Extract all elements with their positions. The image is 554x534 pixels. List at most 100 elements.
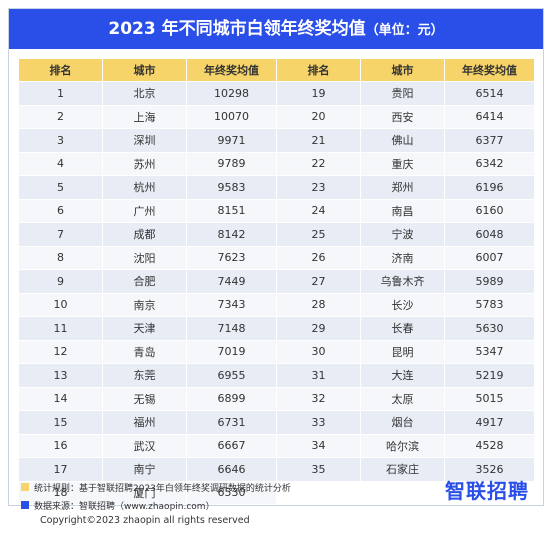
cell-city-right: 宁波 <box>360 222 445 247</box>
cell-city-right: 昆明 <box>360 339 445 364</box>
table-row: 1 北京 10298 19 贵阳 6514 <box>18 81 535 106</box>
notes: 统计规则：基于智联招聘2023年白领年终奖调研数据的统计分析 数据来源：智联招聘… <box>21 478 291 514</box>
cell-city-right: 西安 <box>360 104 445 129</box>
cell-city-left: 杭州 <box>102 175 187 200</box>
cell-value-left: 10070 <box>186 104 277 129</box>
cell-value-right: 5015 <box>444 386 535 411</box>
note-source-text: 数据来源：智联招聘（www.zhaopin.com） <box>34 501 215 512</box>
table-row: 8 沈阳 7623 26 济南 6007 <box>18 245 535 270</box>
cell-rank-right: 20 <box>276 104 361 129</box>
table-body: 1 北京 10298 19 贵阳 6514 2 上海 10070 20 西安 6414 3 深圳 9971 2… <box>18 81 535 505</box>
cell-rank-right: 33 <box>276 410 361 435</box>
infographic-frame: 2023 年不同城市白领年终奖均值（单位：元） 排名 城市 年终奖均值 排名 城… <box>8 8 544 512</box>
cell-city-right: 哈尔滨 <box>360 433 445 458</box>
cell-value-right: 6514 <box>444 81 535 106</box>
cell-value-left: 7623 <box>186 245 277 270</box>
cell-rank-right: 31 <box>276 363 361 388</box>
cell-value-left: 8142 <box>186 222 277 247</box>
cell-rank-left: 18 <box>18 480 103 505</box>
header-city-right: 城市 <box>360 58 445 82</box>
cell-value-right: 6377 <box>444 128 535 153</box>
cell-value-right: 5989 <box>444 269 535 294</box>
cell-city-right: 石家庄 <box>360 457 445 482</box>
cell-city-right: 长春 <box>360 316 445 341</box>
cell-rank-right: 23 <box>276 175 361 200</box>
cell-rank-left: 3 <box>18 128 103 153</box>
table-row: 10 南京 7343 28 长沙 5783 <box>18 292 535 317</box>
table-row: 9 合肥 7449 27 乌鲁木齐 5989 <box>18 269 535 294</box>
cell-rank-left: 16 <box>18 433 103 458</box>
cell-city-left: 东莞 <box>102 363 187 388</box>
cell-city-left: 北京 <box>102 81 187 106</box>
header-rank-right: 排名 <box>276 58 361 82</box>
cell-city-right: 长沙 <box>360 292 445 317</box>
cell-rank-left: 11 <box>18 316 103 341</box>
cell-city-right: 济南 <box>360 245 445 270</box>
table-row: 18 厦门 6530 <box>18 480 535 505</box>
cell-rank-left: 1 <box>18 81 103 106</box>
cell-value-right: 3526 <box>444 457 535 482</box>
cell-city-right: 大连 <box>360 363 445 388</box>
cell-rank-left: 17 <box>18 457 103 482</box>
cell-city-right: 贵阳 <box>360 81 445 106</box>
cell-rank-left: 10 <box>18 292 103 317</box>
table-row: 15 福州 6731 33 烟台 4917 <box>18 410 535 435</box>
ranking-table: 排名 城市 年终奖均值 排名 城市 年终奖均值 1 北京 10298 19 贵阳 6514… <box>18 58 535 505</box>
cell-value-right: 4917 <box>444 410 535 435</box>
cell-value-right: 5219 <box>444 363 535 388</box>
table-row: 11 天津 7148 29 长春 5630 <box>18 316 535 341</box>
cell-value-left: 6667 <box>186 433 277 458</box>
cell-value-left: 6955 <box>186 363 277 388</box>
note-source: 数据来源：智联招聘（www.zhaopin.com） <box>21 496 291 514</box>
table-row: 6 广州 8151 24 南昌 6160 <box>18 198 535 223</box>
cell-city-right: 太原 <box>360 386 445 411</box>
cell-value-right: 4528 <box>444 433 535 458</box>
cell-rank-left: 8 <box>18 245 103 270</box>
page-title: 2023 年不同城市白领年终奖均值（单位：元） <box>9 9 543 49</box>
cell-rank-right: 25 <box>276 222 361 247</box>
cell-city-left: 深圳 <box>102 128 187 153</box>
table-row: 17 南宁 6646 35 石家庄 3526 <box>18 457 535 482</box>
table-row: 2 上海 10070 20 西安 6414 <box>18 104 535 129</box>
title-main: 2023 年不同城市白领年终奖均值 <box>108 19 366 39</box>
cell-rank-right: 28 <box>276 292 361 317</box>
empty-cell <box>444 480 535 505</box>
cell-rank-right: 34 <box>276 433 361 458</box>
cell-rank-right: 30 <box>276 339 361 364</box>
cell-city-left: 福州 <box>102 410 187 435</box>
cell-value-left: 9971 <box>186 128 277 153</box>
cell-city-right: 重庆 <box>360 151 445 176</box>
cell-rank-left: 15 <box>18 410 103 435</box>
cell-rank-left: 6 <box>18 198 103 223</box>
cell-rank-right: 24 <box>276 198 361 223</box>
cell-city-left: 天津 <box>102 316 187 341</box>
cell-value-left: 7449 <box>186 269 277 294</box>
cell-value-left: 6530 <box>186 480 277 505</box>
copyright: Copyright©2023 zhaopin all rights reserv… <box>40 515 250 526</box>
note-rule-text: 统计规则：基于智联招聘2023年白领年终奖调研数据的统计分析 <box>34 483 291 494</box>
table-row: 14 无锡 6899 32 太原 5015 <box>18 386 535 411</box>
cell-value-right: 6160 <box>444 198 535 223</box>
blue-square-icon <box>21 501 29 509</box>
cell-value-right: 6196 <box>444 175 535 200</box>
cell-city-left: 南宁 <box>102 457 187 482</box>
cell-city-right: 佛山 <box>360 128 445 153</box>
cell-value-left: 9583 <box>186 175 277 200</box>
cell-rank-right: 26 <box>276 245 361 270</box>
cell-value-left: 9789 <box>186 151 277 176</box>
table-row: 4 苏州 9789 22 重庆 6342 <box>18 151 535 176</box>
cell-value-right: 5347 <box>444 339 535 364</box>
cell-value-left: 10298 <box>186 81 277 106</box>
cell-city-right: 郑州 <box>360 175 445 200</box>
cell-value-left: 7148 <box>186 316 277 341</box>
cell-rank-right: 35 <box>276 457 361 482</box>
table-row: 5 杭州 9583 23 郑州 6196 <box>18 175 535 200</box>
empty-cell <box>276 480 361 505</box>
cell-rank-left: 9 <box>18 269 103 294</box>
cell-city-left: 青岛 <box>102 339 187 364</box>
cell-city-left: 沈阳 <box>102 245 187 270</box>
header-value-right: 年终奖均值 <box>444 58 535 82</box>
cell-value-left: 6731 <box>186 410 277 435</box>
table-row: 3 深圳 9971 21 佛山 6377 <box>18 128 535 153</box>
cell-rank-right: 21 <box>276 128 361 153</box>
